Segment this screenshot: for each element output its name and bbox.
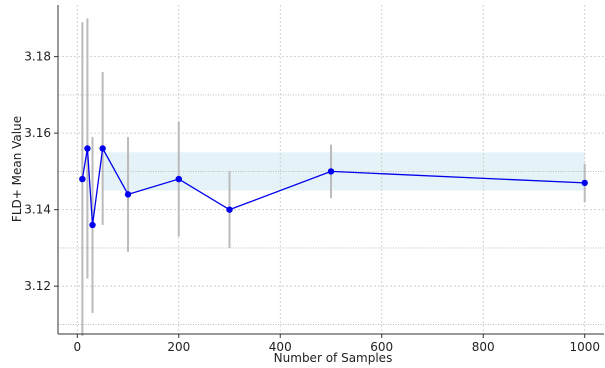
x-tick-label: 200 [167, 340, 190, 354]
axes-layer [57, 5, 604, 335]
x-tick-label: 0 [73, 340, 81, 354]
data-point [79, 175, 86, 183]
x-axis-label: Number of Samples [274, 351, 393, 365]
y-tick-label: 3.18 [24, 50, 51, 64]
data-point [124, 191, 132, 198]
series-layer [79, 145, 588, 229]
y-tick-label: 3.16 [24, 126, 51, 140]
y-axis-label: FLD+ Mean Value [10, 116, 24, 222]
data-point [327, 168, 335, 175]
x-tick-label: 800 [472, 340, 495, 354]
x-tick-label: 1000 [569, 340, 600, 354]
ticks-layer: 0 200 400 600 800 1000 3.12 3.14 3.16 3.18 [24, 50, 600, 354]
x-tick-label: 600 [370, 340, 393, 354]
y-tick-label: 3.12 [24, 279, 51, 293]
y-tick-label: 3.14 [24, 203, 51, 217]
data-point [89, 221, 96, 229]
data-point [226, 206, 233, 213]
data-point [99, 145, 106, 152]
data-point [175, 175, 182, 183]
data-point [581, 179, 588, 187]
grid-layer [58, 5, 604, 334]
x-tick-label: 400 [269, 340, 292, 354]
data-point [84, 145, 91, 152]
